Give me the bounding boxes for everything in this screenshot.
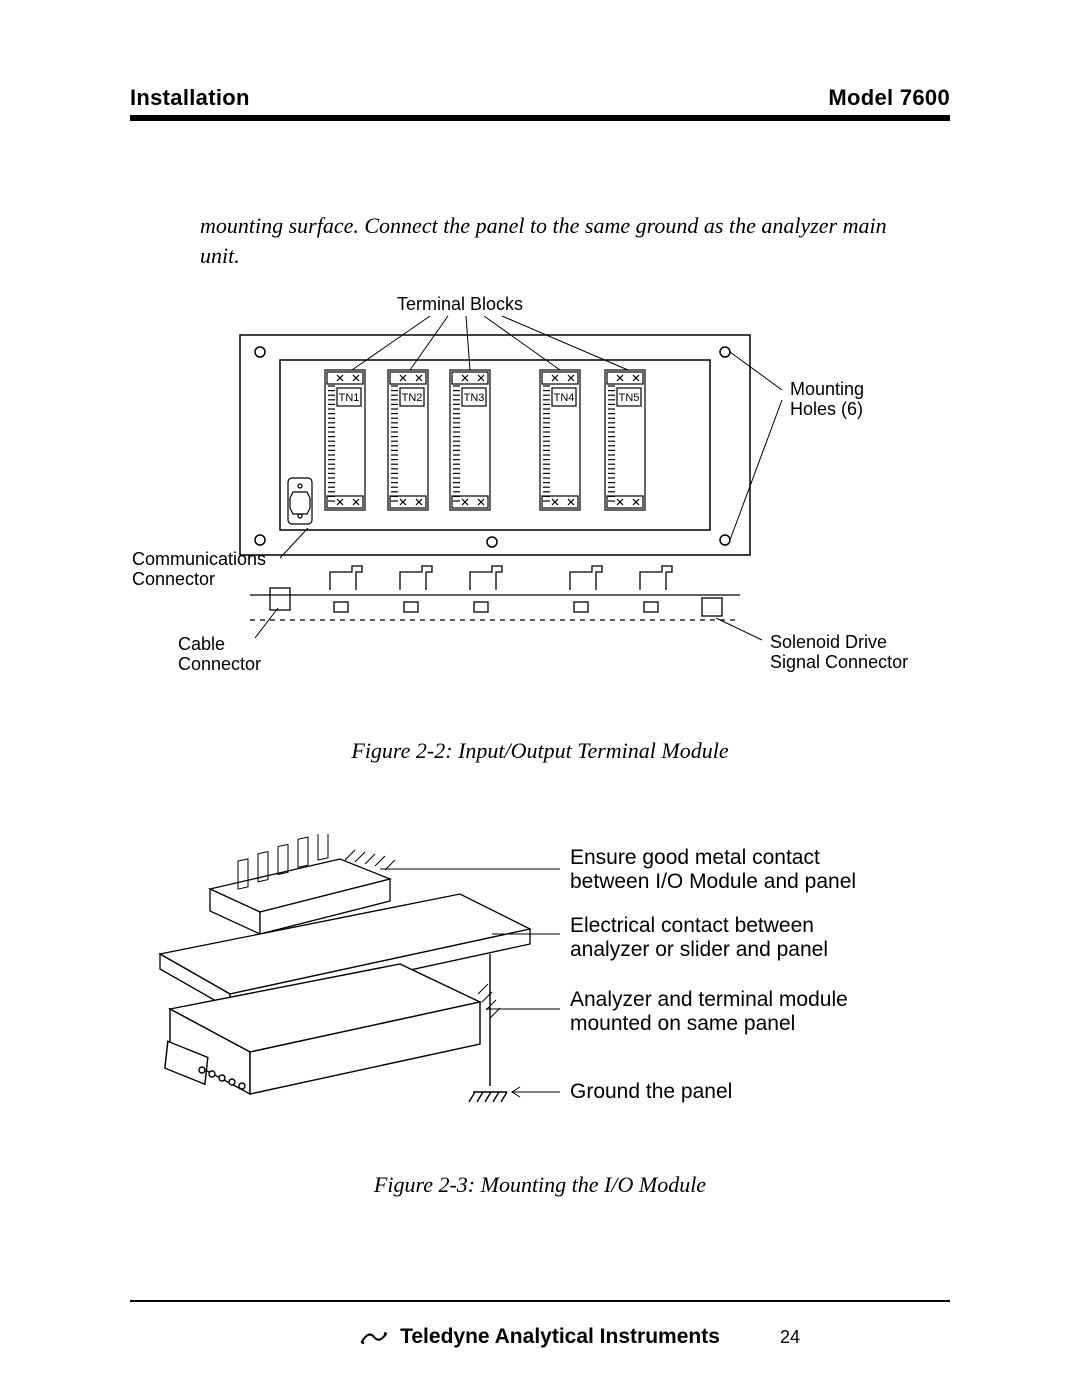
- svg-text:TN3: TN3: [464, 392, 485, 404]
- footer-page-number: 24: [780, 1327, 800, 1348]
- footer-brand: Teledyne Analytical Instruments: [400, 1325, 720, 1349]
- mounting-io-module-diagram: Ensure good metal contactbetween I/O Mod…: [130, 834, 950, 1134]
- header-right: Model 7600: [828, 85, 950, 111]
- note-2: Analyzer and terminal modulemounted on s…: [570, 988, 848, 1035]
- label-cable-connector: CableConnector: [178, 634, 261, 674]
- figure-2-3-caption: Figure 2-3: Mounting the I/O Module: [130, 1172, 950, 1198]
- header-left: Installation: [130, 85, 250, 111]
- body-paragraph: mounting surface. Connect the panel to t…: [200, 211, 930, 270]
- figure-2-2-caption: Figure 2-2: Input/Output Terminal Module: [130, 738, 950, 764]
- svg-text:TN4: TN4: [554, 392, 575, 404]
- header-rule: [130, 115, 950, 121]
- page: Installation Model 7600 mounting surface…: [0, 0, 1080, 1397]
- figure-2-3: Ensure good metal contactbetween I/O Mod…: [130, 834, 950, 1198]
- svg-text:Terminal Blocks: Terminal Blocks: [397, 294, 523, 314]
- label-comm-connector: CommunicationsConnector: [132, 549, 266, 589]
- page-footer: Teledyne Analytical Instruments 24: [130, 1325, 950, 1349]
- page-header: Installation Model 7600: [130, 85, 950, 111]
- io-terminal-module-diagram: TN1 TN2 TN3 TN4 TN5 Terminal Blocks Mounting…: [130, 290, 950, 720]
- label-solenoid-drive: Solenoid DriveSignal Connector: [770, 632, 908, 672]
- label-mounting-holes: MountingHoles (6): [790, 379, 864, 419]
- teledyne-logo-icon: [360, 1328, 388, 1346]
- footer-rule: [130, 1300, 950, 1302]
- note-3: Ground the panel: [570, 1080, 732, 1103]
- figure-2-2: TN1 TN2 TN3 TN4 TN5 Terminal Blocks Mounting…: [130, 290, 950, 764]
- svg-text:TN1: TN1: [339, 392, 360, 404]
- svg-text:TN2: TN2: [402, 392, 423, 404]
- note-1: Electrical contact betweenanalyzer or sl…: [570, 914, 828, 961]
- note-0: Ensure good metal contactbetween I/O Mod…: [570, 846, 856, 893]
- svg-text:TN5: TN5: [619, 392, 640, 404]
